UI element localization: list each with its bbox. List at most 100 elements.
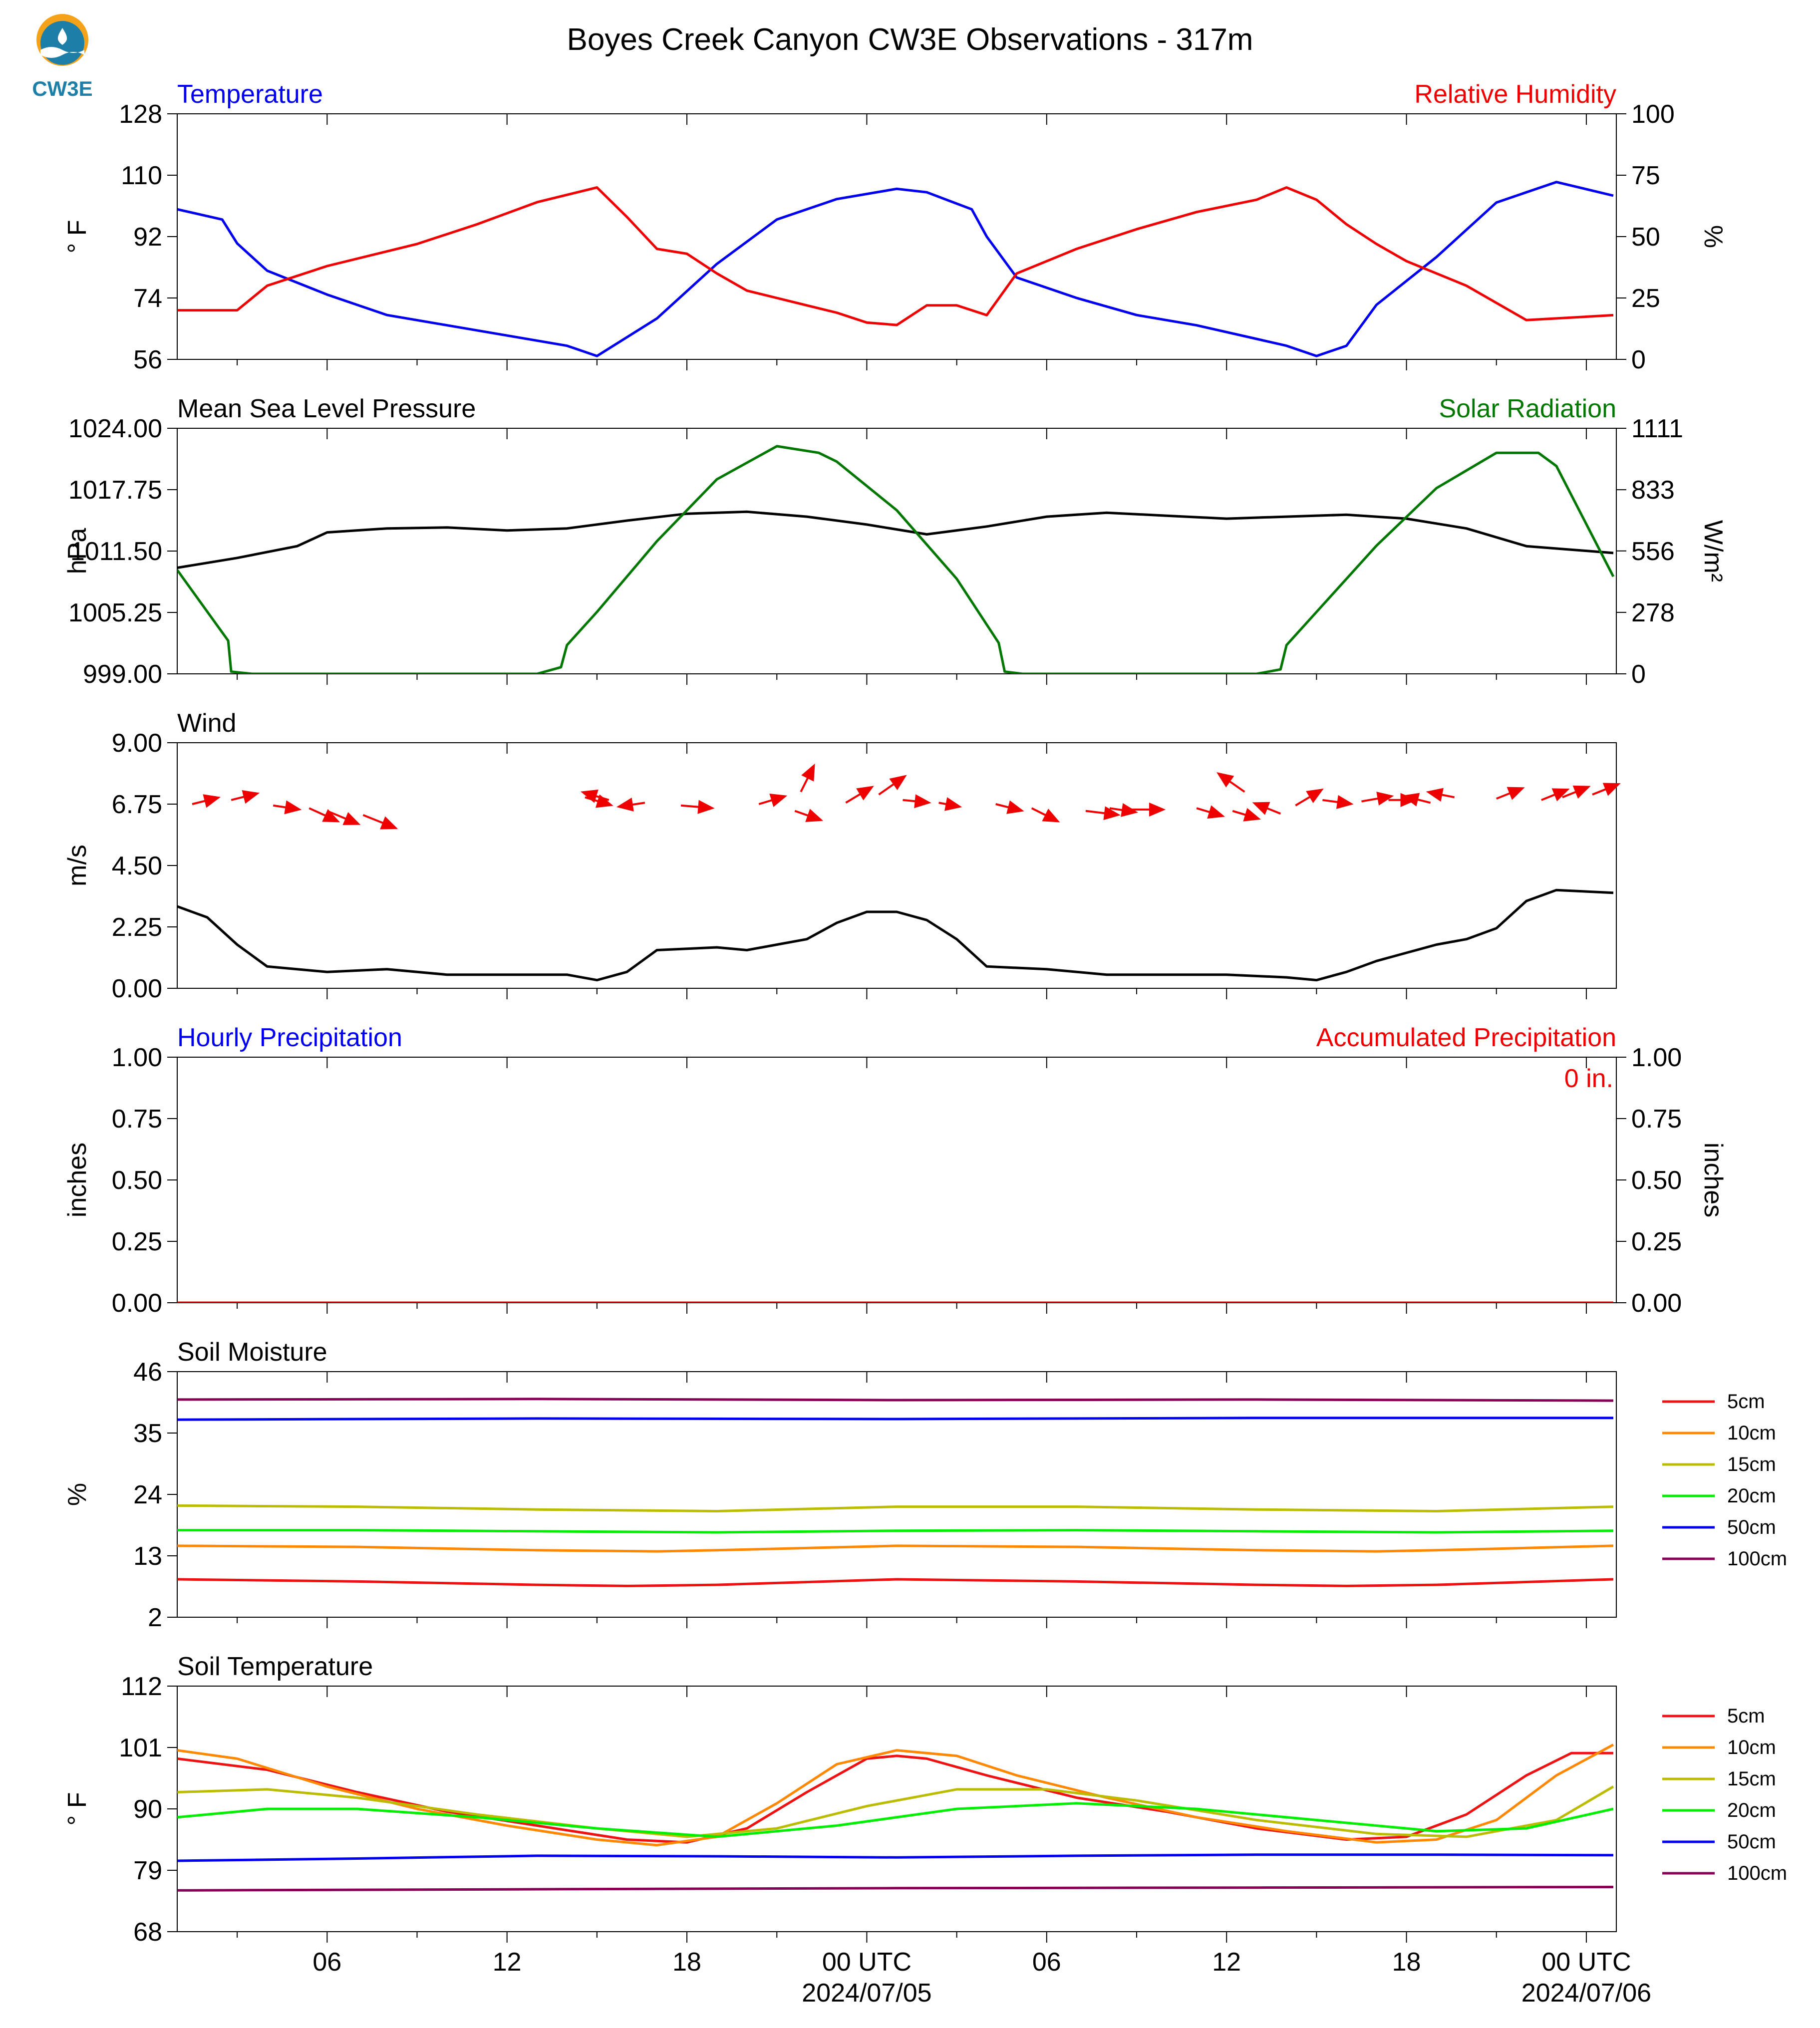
legend-label: 100cm bbox=[1727, 1862, 1787, 1884]
y-right-tick-label: 1.00 bbox=[1631, 1043, 1682, 1072]
y-left-tick-label: 79 bbox=[133, 1856, 162, 1885]
y-left-tick-label: 1.00 bbox=[112, 1043, 162, 1072]
wind-vector-arrow bbox=[1562, 785, 1591, 799]
wind-vector-arrow bbox=[580, 789, 609, 803]
panel-title-left: Mean Sea Level Pressure bbox=[177, 394, 476, 423]
y-right-tick-label: 100 bbox=[1631, 100, 1675, 129]
legend: 5cm 10cm 15cm 20cm 50cm 100cm bbox=[1662, 1705, 1787, 1884]
y-right-tick-label: 833 bbox=[1631, 476, 1675, 505]
legend-label: 50cm bbox=[1727, 1831, 1776, 1853]
y-left-tick-label: 1005.25 bbox=[68, 598, 162, 627]
y-right-tick-label: 0 bbox=[1631, 345, 1646, 374]
wind-vector-arrow bbox=[995, 800, 1024, 814]
y-left-tick-label: 110 bbox=[121, 161, 162, 190]
legend: 5cm 10cm 15cm 20cm 50cm 100cm bbox=[1662, 1391, 1787, 1570]
x-tick-label: 00 UTC bbox=[822, 1948, 911, 1977]
y-left-tick-label: 0.00 bbox=[112, 974, 162, 1003]
y-right-tick-label: 0 bbox=[1631, 660, 1646, 689]
precip-total-annotation: 0 in. bbox=[1564, 1064, 1613, 1093]
panel-title-left: Soil Temperature bbox=[177, 1652, 373, 1681]
legend-label: 20cm bbox=[1727, 1485, 1776, 1507]
series-line-15cm bbox=[177, 1504, 1614, 1512]
y-right-label: W/m² bbox=[1699, 520, 1728, 582]
y-left-tick-label: 1017.75 bbox=[68, 476, 162, 505]
series-line-100cm bbox=[177, 1886, 1614, 1892]
y-left-tick-label: 92 bbox=[133, 223, 162, 252]
series-line-mean-sea-level-pressure bbox=[177, 510, 1614, 569]
wind-vector-arrow bbox=[308, 807, 340, 823]
wind-vector-arrow bbox=[1085, 806, 1121, 821]
wind-vector-arrow bbox=[326, 810, 361, 825]
legend-label: 5cm bbox=[1727, 1705, 1765, 1727]
y-left-tick-label: 46 bbox=[133, 1358, 162, 1387]
wind-vector-arrow bbox=[800, 763, 815, 793]
wind-vector-arrow bbox=[1130, 802, 1166, 817]
panel-title-left: Hourly Precipitation bbox=[177, 1023, 402, 1052]
wind-vector-arrow bbox=[1541, 788, 1570, 802]
y-left-tick-label: 0.25 bbox=[112, 1227, 162, 1256]
y-right-label: % bbox=[1699, 225, 1728, 248]
series-line-wind bbox=[177, 888, 1614, 982]
legend-label: 15cm bbox=[1727, 1768, 1776, 1790]
wind-vector-arrow bbox=[1361, 792, 1394, 806]
y-left-tick-label: 0.50 bbox=[112, 1166, 162, 1195]
wind-vector-arrow bbox=[1592, 783, 1621, 796]
y-left-tick-label: 4.50 bbox=[112, 852, 162, 880]
y-left-label: ° F bbox=[63, 220, 92, 253]
y-right-tick-label: 75 bbox=[1631, 161, 1660, 190]
y-right-tick-label: 50 bbox=[1631, 223, 1660, 252]
series-line-20cm bbox=[177, 1529, 1614, 1534]
y-left-tick-label: 112 bbox=[121, 1672, 162, 1701]
legend-label: 20cm bbox=[1727, 1799, 1776, 1821]
y-left-tick-label: 128 bbox=[119, 100, 162, 129]
wind-vector-arrow bbox=[362, 814, 398, 830]
y-left-label: ° F bbox=[63, 1792, 92, 1825]
y-left-label: % bbox=[63, 1483, 92, 1506]
series-line-50cm bbox=[177, 1853, 1614, 1862]
series-line-15cm bbox=[177, 1785, 1614, 1838]
y-right-tick-label: 0.00 bbox=[1631, 1289, 1682, 1318]
legend-label: 5cm bbox=[1727, 1391, 1765, 1413]
panel-pressure_solar: 999.00 1005.25 1011.50 1017.75 1024.00 hPa 0 27… bbox=[63, 394, 1728, 689]
wind-vector-arrow bbox=[938, 797, 962, 811]
y-right-tick-label: 0.50 bbox=[1631, 1166, 1682, 1195]
y-left-tick-label: 74 bbox=[133, 284, 162, 313]
wind-vector-arrow bbox=[1295, 788, 1324, 807]
y-left-tick-label: 68 bbox=[133, 1918, 162, 1947]
x-tick-label: 12 bbox=[1212, 1948, 1241, 1977]
legend-label: 50cm bbox=[1727, 1516, 1776, 1538]
wind-vector-arrow bbox=[680, 800, 715, 814]
panel-title-right: Relative Humidity bbox=[1414, 80, 1616, 109]
y-left-tick-label: 999.00 bbox=[83, 660, 162, 689]
series-line-relative-humidity bbox=[177, 186, 1614, 326]
y-right-tick-label: 278 bbox=[1631, 598, 1675, 627]
x-tick-label: 06 bbox=[312, 1948, 341, 1977]
y-right-tick-label: 1111 bbox=[1631, 414, 1683, 443]
wind-vector-arrow bbox=[1031, 807, 1060, 823]
panels: 56 74 92 110 128 ° F 0 25 50 75 100% Temperature Rel… bbox=[63, 80, 1787, 2008]
wind-vector-arrow bbox=[1109, 803, 1139, 817]
series-line-temperature bbox=[177, 181, 1614, 357]
y-left-tick-label: 1011.50 bbox=[70, 537, 162, 566]
y-left-tick-label: 56 bbox=[133, 345, 162, 374]
y-left-tick-label: 0.75 bbox=[112, 1105, 162, 1134]
cw3e-logo: CW3E bbox=[32, 14, 93, 100]
wind-vector-arrow bbox=[1196, 805, 1225, 819]
panel-title-right: Solar Radiation bbox=[1439, 394, 1616, 423]
wind-vector-arrow bbox=[231, 790, 260, 804]
wind-vector-arrow bbox=[1322, 795, 1354, 809]
x-tick-label: 12 bbox=[493, 1948, 522, 1977]
logo-text: CW3E bbox=[32, 77, 92, 100]
series-line-solar-radiation bbox=[177, 445, 1615, 674]
wind-vector-arrow bbox=[616, 798, 645, 812]
wind-vector-arrow bbox=[1496, 787, 1525, 800]
panel-soil_temp: 68 79 90 101 112 ° F Soil Temperature 5cm 10cm 15… bbox=[63, 1652, 1787, 1947]
wind-vector-arrow bbox=[273, 800, 302, 815]
y-right-label: inches bbox=[1699, 1143, 1728, 1217]
wind-vector-arrow bbox=[1402, 793, 1431, 807]
chart-title: Boyes Creek Canyon CW3E Observations - 3… bbox=[567, 22, 1253, 57]
y-right-tick-label: 0.25 bbox=[1631, 1227, 1682, 1256]
y-left-tick-label: 35 bbox=[133, 1419, 162, 1448]
series-line-20cm bbox=[177, 1802, 1614, 1838]
